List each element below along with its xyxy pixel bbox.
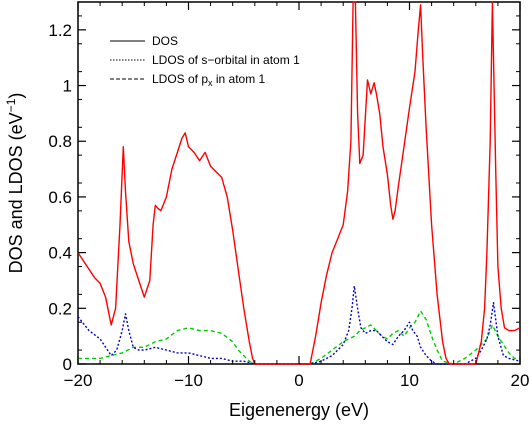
x-tick-label: 10	[400, 371, 419, 390]
series-layer	[77, 1, 521, 365]
legend-label-ldos-px-suffix: in atom 1	[213, 72, 266, 86]
x-tick-label: −10	[174, 371, 203, 390]
y-tick-label: 1	[63, 77, 72, 96]
y-tick-label: 0.6	[48, 188, 72, 207]
y-axis-title-close: )	[6, 93, 26, 99]
legend-label-ldos-px-main: LDOS of p	[152, 72, 208, 86]
x-tick-label: 20	[511, 371, 530, 390]
x-axis-title: Eigenenergy (eV)	[229, 400, 369, 420]
series-line-1	[78, 310, 520, 365]
legend-label-ldos-px: LDOS of px in atom 1	[152, 72, 266, 88]
y-axis-title-sup: −1	[4, 98, 18, 112]
x-tick-label: 0	[294, 371, 303, 390]
y-axis-title: DOS and LDOS (eV−1)	[4, 93, 26, 274]
legend-label-ldos-s: LDOS of s−orbital in atom 1	[152, 53, 300, 67]
y-tick-label: 0.8	[48, 132, 72, 151]
legend-label-dos: DOS	[152, 34, 178, 48]
y-tick-label: 0	[63, 355, 72, 374]
legend: DOS LDOS of s−orbital in atom 1 LDOS of …	[110, 34, 300, 88]
y-tick-label: 0.2	[48, 299, 72, 318]
series-line-0	[77, 1, 521, 365]
plot-area: −20 −10 0 10 20 0 0.2 0.4 0.6 0.8 1 1.2	[48, 1, 529, 390]
y-tick-label: 0.4	[48, 244, 72, 263]
legend-label-ldos-px-sub: x	[208, 78, 213, 88]
x-tick-label: −20	[64, 371, 93, 390]
y-tick-label: 1.2	[48, 21, 72, 40]
tick-layer: −20 −10 0 10 20 0 0.2 0.4 0.6 0.8 1 1.2	[48, 2, 529, 390]
y-axis-title-main: DOS and LDOS (eV	[6, 112, 26, 273]
